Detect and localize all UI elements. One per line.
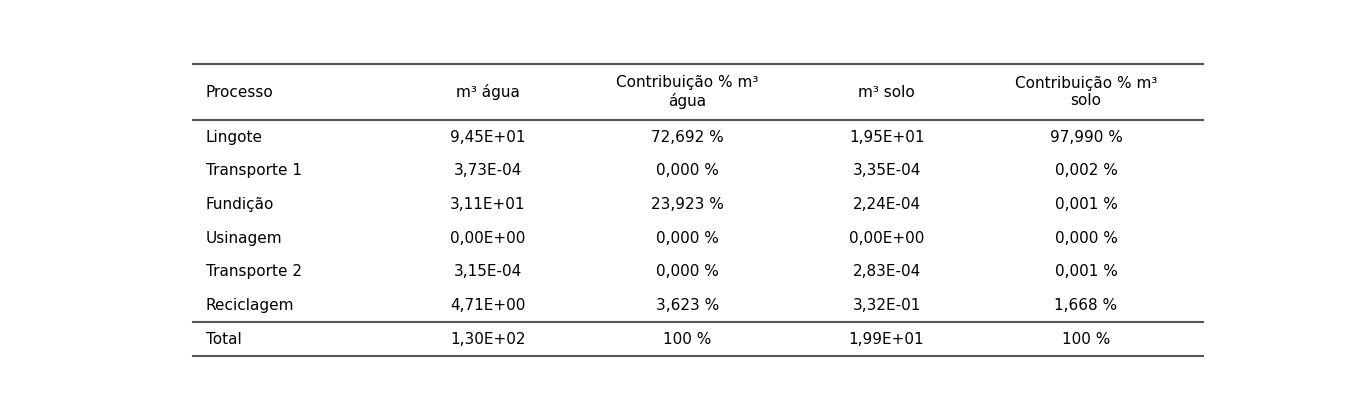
Text: 9,45E+01: 9,45E+01: [450, 130, 525, 145]
Text: 3,35E-04: 3,35E-04: [852, 163, 921, 178]
Text: m³ solo: m³ solo: [859, 85, 915, 100]
Text: 3,73E-04: 3,73E-04: [454, 163, 521, 178]
Text: Contribuição % m³
solo: Contribuição % m³ solo: [1015, 76, 1157, 109]
Text: Transporte 1: Transporte 1: [206, 163, 302, 178]
Text: Reciclagem: Reciclagem: [206, 298, 294, 313]
Text: 72,692 %: 72,692 %: [650, 130, 723, 145]
Text: 0,002 %: 0,002 %: [1055, 163, 1117, 178]
Text: 1,668 %: 1,668 %: [1054, 298, 1118, 313]
Text: Fundição: Fundição: [206, 197, 274, 212]
Text: 0,000 %: 0,000 %: [656, 264, 719, 279]
Text: 1,30E+02: 1,30E+02: [450, 332, 525, 347]
Text: m³ água: m³ água: [456, 84, 520, 100]
Text: 100 %: 100 %: [663, 332, 712, 347]
Text: 0,000 %: 0,000 %: [656, 163, 719, 178]
Text: 0,000 %: 0,000 %: [656, 231, 719, 246]
Text: 3,623 %: 3,623 %: [656, 298, 719, 313]
Text: 97,990 %: 97,990 %: [1050, 130, 1122, 145]
Text: Lingote: Lingote: [206, 130, 262, 145]
Text: 0,00E+00: 0,00E+00: [849, 231, 925, 246]
Text: 3,32E-01: 3,32E-01: [852, 298, 921, 313]
Text: 0,000 %: 0,000 %: [1055, 231, 1117, 246]
Text: 23,923 %: 23,923 %: [650, 197, 723, 212]
Text: 0,001 %: 0,001 %: [1055, 264, 1117, 279]
Text: 100 %: 100 %: [1062, 332, 1110, 347]
Text: 4,71E+00: 4,71E+00: [450, 298, 525, 313]
Text: 2,24E-04: 2,24E-04: [852, 197, 921, 212]
Text: 2,83E-04: 2,83E-04: [852, 264, 921, 279]
Text: 0,00E+00: 0,00E+00: [450, 231, 525, 246]
Text: Total: Total: [206, 332, 241, 347]
Text: 1,99E+01: 1,99E+01: [849, 332, 925, 347]
Text: 1,95E+01: 1,95E+01: [849, 130, 925, 145]
Text: 3,15E-04: 3,15E-04: [454, 264, 521, 279]
Text: Contribuição % m³
água: Contribuição % m³ água: [616, 75, 759, 109]
Text: Processo: Processo: [206, 85, 273, 100]
Text: Usinagem: Usinagem: [206, 231, 283, 246]
Text: 0,001 %: 0,001 %: [1055, 197, 1117, 212]
Text: Transporte 2: Transporte 2: [206, 264, 302, 279]
Text: 3,11E+01: 3,11E+01: [450, 197, 525, 212]
